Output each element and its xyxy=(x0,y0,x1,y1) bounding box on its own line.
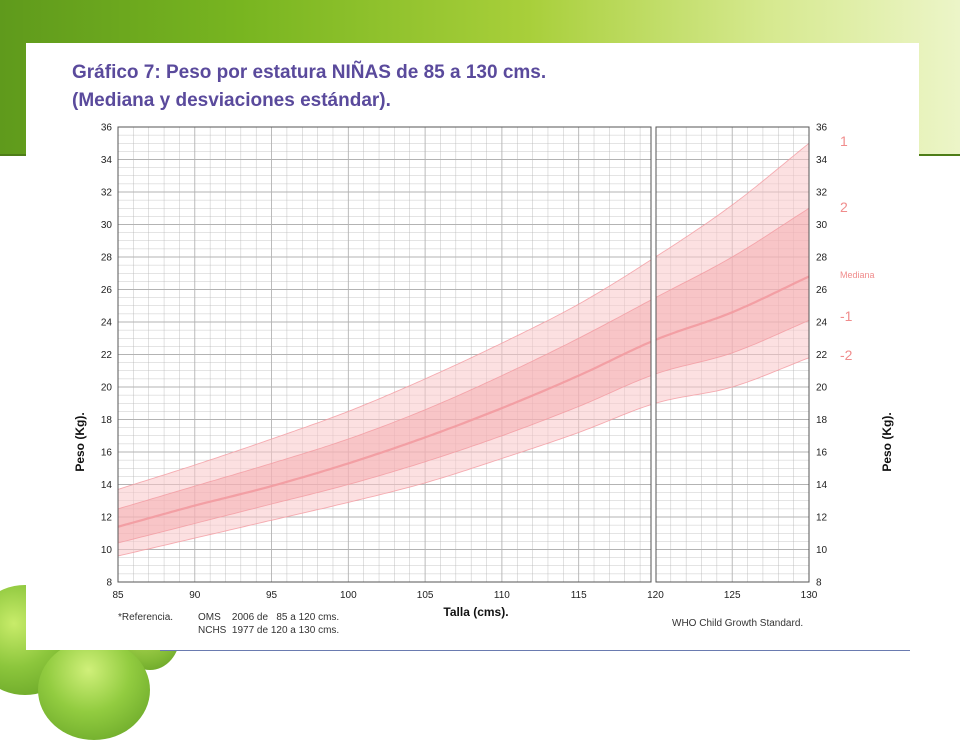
curves xyxy=(117,142,810,557)
x-tick-label: 130 xyxy=(801,590,818,601)
x-tick-label: 85 xyxy=(112,590,124,601)
y-tick-label-right: 24 xyxy=(816,318,828,329)
y-tick-label-right: 22 xyxy=(816,350,828,361)
y-tick-label-left: 12 xyxy=(101,513,113,524)
series-line-Mediana xyxy=(117,338,656,528)
y-tick-label-right: 10 xyxy=(816,545,828,556)
y-tick-label-left: 28 xyxy=(101,253,113,264)
x-tick-label: 110 xyxy=(494,590,510,601)
inner-band xyxy=(118,297,656,543)
series-line-Mediana xyxy=(654,275,810,341)
y-tick-label-right: 20 xyxy=(816,383,828,394)
chart-title: Gráfico 7: Peso por estatura NIÑAS de 85… xyxy=(72,62,547,83)
y-tick-label-left: 20 xyxy=(101,383,113,394)
plot-frame-right xyxy=(655,126,810,583)
series-line-1 xyxy=(655,142,810,258)
outer-band xyxy=(118,257,656,556)
y-axis-label-right: Peso (Kg). xyxy=(880,412,894,471)
series-line-2 xyxy=(117,297,656,510)
x-axis-label: Talla (cms). xyxy=(443,605,508,619)
series-line-neg1 xyxy=(117,373,656,544)
footer-divider xyxy=(160,650,910,651)
outer-band xyxy=(655,143,809,404)
plot-frame-left xyxy=(117,126,652,583)
y-tick-label-right: 18 xyxy=(816,415,828,426)
x-tick-label: 95 xyxy=(266,590,278,601)
y-tick-label-left: 16 xyxy=(101,448,113,459)
y-tick-label-right: 26 xyxy=(816,285,828,296)
tick-labels: 8 8 10 10 12 12 14 14 16 16 18 18 20 20 22 22 24 24 26 26 28… xyxy=(101,123,828,602)
source-note-1: OMS 2006 de 85 a 120 cms. xyxy=(198,612,339,623)
x-tick-label: 90 xyxy=(189,590,201,601)
y-tick-label-left: 18 xyxy=(101,415,113,426)
series-line-neg2 xyxy=(117,402,656,557)
reference-note: *Referencia. xyxy=(118,612,173,623)
series-label-neg1: -1 xyxy=(840,308,853,324)
x-tick-label: 115 xyxy=(571,590,587,601)
panel-gap xyxy=(651,126,656,583)
y-axis-label-left: Peso (Kg). xyxy=(73,412,87,471)
y-tick-label-left: 22 xyxy=(101,350,113,361)
y-tick-label-right: 14 xyxy=(816,480,828,491)
y-tick-label-left: 30 xyxy=(101,220,113,231)
x-tick-label: 100 xyxy=(340,590,357,601)
x-tick-label: 125 xyxy=(724,590,741,601)
y-tick-label-right: 8 xyxy=(816,578,822,589)
series-labels: 1 2 Mediana -1 -2 xyxy=(840,133,875,363)
bands xyxy=(118,143,809,556)
series-label-Mediana: Mediana xyxy=(840,270,875,280)
y-tick-label-right: 32 xyxy=(816,188,828,199)
y-tick-label-right: 36 xyxy=(816,123,828,134)
y-tick-label-right: 34 xyxy=(816,155,828,166)
x-tick-label: 105 xyxy=(417,590,434,601)
y-tick-label-left: 36 xyxy=(101,123,113,134)
source-note-2: NCHS 1977 de 120 a 130 cms. xyxy=(198,625,339,636)
series-line-2 xyxy=(655,207,810,299)
x-tick-label: 120 xyxy=(647,590,664,601)
series-line-1 xyxy=(117,256,656,490)
y-tick-label-right: 28 xyxy=(816,253,828,264)
series-line-neg2 xyxy=(655,357,810,404)
chart-subtitle: (Mediana y desviaciones estándar). xyxy=(72,90,391,111)
y-tick-label-right: 30 xyxy=(816,220,828,231)
y-tick-label-left: 10 xyxy=(101,545,113,556)
inner-band xyxy=(655,208,809,374)
y-tick-label-left: 34 xyxy=(101,155,113,166)
y-tick-label-left: 26 xyxy=(101,285,113,296)
y-tick-label-left: 14 xyxy=(101,480,113,491)
y-tick-label-left: 24 xyxy=(101,318,113,329)
y-tick-label-left: 8 xyxy=(106,578,112,589)
series-label-1: 1 xyxy=(840,133,848,149)
standard-note: WHO Child Growth Standard. xyxy=(672,618,803,629)
y-tick-label-right: 16 xyxy=(816,448,828,459)
series-label-2: 2 xyxy=(840,199,848,215)
plot-frame xyxy=(117,126,810,583)
y-tick-label-left: 32 xyxy=(101,188,113,199)
series-label-neg2: -2 xyxy=(840,347,853,363)
series-line-neg1 xyxy=(655,319,810,375)
y-tick-label-right: 12 xyxy=(816,513,828,524)
